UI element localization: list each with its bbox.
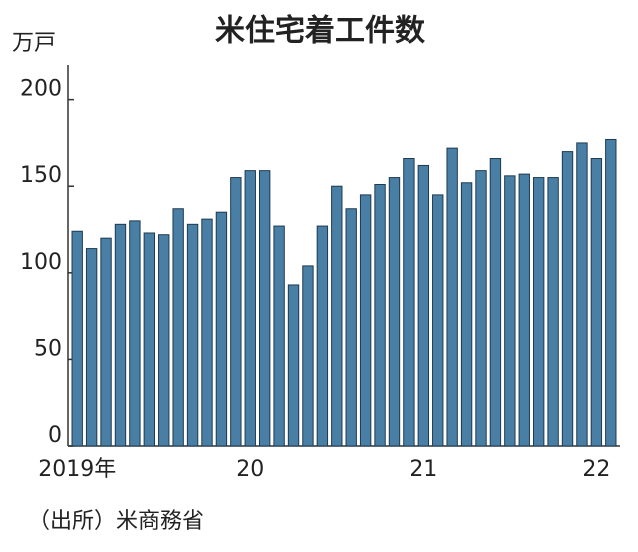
bar [287, 284, 300, 447]
bar [114, 223, 127, 447]
source: （出所）米商務省 [28, 509, 204, 534]
y-tick-label: 200 [20, 77, 62, 102]
y-tick-label: 0 [48, 423, 62, 448]
y-tick-label: 150 [20, 163, 62, 188]
bar [172, 208, 184, 447]
bar [71, 230, 83, 447]
chart-title: 米住宅着工件数 [215, 14, 426, 49]
bar [244, 170, 256, 447]
bar [576, 142, 588, 447]
bar [201, 218, 213, 447]
bar [158, 234, 170, 447]
x-tick-label: 20 [236, 457, 264, 482]
bar [518, 173, 530, 447]
bar [331, 185, 343, 447]
bar [215, 211, 228, 447]
bar [230, 177, 242, 447]
bar [345, 208, 357, 447]
bar [605, 138, 617, 447]
bar [143, 232, 156, 447]
bar [388, 177, 401, 447]
bar [359, 194, 372, 447]
x-tick-label: 2019年 [38, 457, 116, 482]
bar [504, 175, 516, 447]
bar [590, 158, 603, 447]
bar [547, 177, 559, 447]
bar [374, 183, 386, 447]
bar [316, 225, 329, 447]
bar [475, 170, 487, 447]
bar [561, 151, 574, 447]
y-tick-label: 50 [34, 336, 62, 361]
bar [258, 170, 271, 447]
bar [417, 164, 430, 447]
y-tick-label: 100 [20, 250, 62, 275]
bar [100, 237, 112, 447]
bar [532, 177, 545, 447]
bar [489, 158, 502, 447]
bar [446, 147, 458, 447]
y-unit: 万戸 [12, 31, 56, 56]
bar [460, 182, 473, 447]
bar [273, 225, 285, 447]
bar [85, 248, 98, 447]
bar [302, 265, 314, 447]
bar [403, 158, 415, 447]
bar [129, 220, 141, 447]
x-tick-label: 21 [409, 457, 437, 482]
bar [186, 223, 199, 447]
x-tick-label: 22 [582, 457, 610, 482]
bar [432, 194, 444, 447]
